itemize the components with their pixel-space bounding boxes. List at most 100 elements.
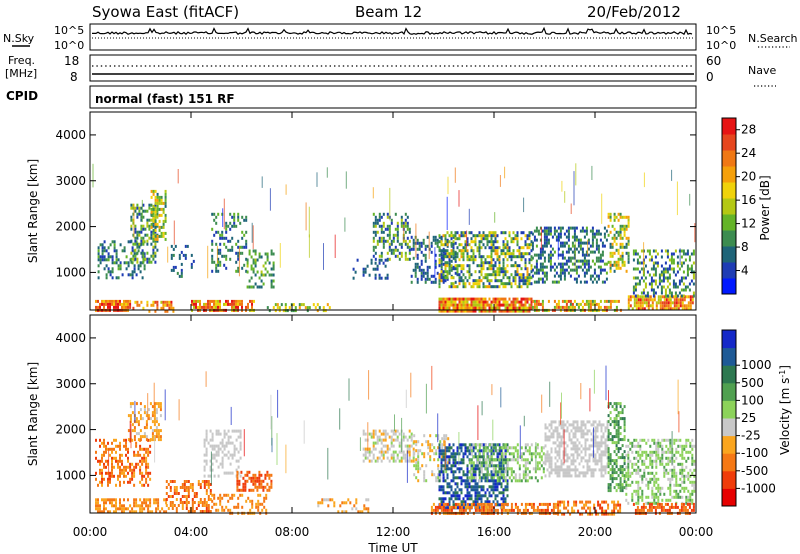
data-streak: [446, 196, 448, 230]
data-cell: [546, 502, 549, 506]
data-cell: [528, 306, 531, 310]
data-cell: [246, 470, 249, 474]
colorbar-swatch: [722, 230, 736, 247]
data-cell: [482, 237, 485, 241]
data-cell: [468, 452, 471, 456]
data-cell: [442, 455, 445, 459]
data-cell: [388, 435, 391, 439]
data-cell: [396, 221, 399, 225]
data-cell: [136, 206, 139, 210]
data-cell: [502, 309, 505, 313]
data-cell: [380, 254, 383, 258]
data-cell: [478, 473, 481, 477]
data-cell: [566, 465, 569, 469]
data-cell: [632, 258, 635, 262]
data-cell: [264, 273, 267, 277]
data-cell: [587, 302, 590, 306]
data-cell: [490, 243, 493, 247]
data-cell: [482, 502, 485, 506]
data-cell: [466, 449, 469, 453]
data-cell: [470, 285, 473, 289]
data-cell: [573, 232, 576, 236]
data-cell: [217, 302, 219, 306]
data-cell: [109, 243, 112, 247]
data-cell: [599, 268, 602, 272]
data-cell: [556, 471, 559, 475]
data-cell: [376, 441, 379, 445]
data-cell: [452, 285, 455, 289]
data-cell: [97, 264, 100, 268]
data-cell: [435, 479, 438, 483]
data-cell: [390, 438, 393, 442]
data-cell: [609, 305, 612, 309]
data-cell: [433, 446, 436, 450]
data-cell: [531, 274, 534, 278]
data-cell: [245, 305, 247, 309]
data-cell: [480, 255, 483, 259]
data-cell: [476, 497, 479, 501]
data-cell: [664, 270, 667, 274]
data-cell: [152, 212, 155, 216]
data-cell: [472, 464, 475, 468]
data-cell: [597, 302, 600, 306]
data-cell: [243, 263, 246, 267]
data-cell: [524, 476, 527, 480]
data-cell: [555, 238, 558, 242]
data-cell: [468, 508, 471, 512]
data-cell: [203, 504, 206, 507]
data-cell: [558, 471, 561, 475]
data-cell: [111, 447, 113, 451]
data-cell: [138, 230, 141, 234]
data-cell: [209, 489, 212, 492]
data-cell: [599, 238, 602, 242]
data-cell: [378, 261, 381, 265]
data-streak: [251, 222, 253, 243]
data-cell: [362, 429, 365, 433]
data-cell: [384, 450, 387, 454]
data-cell: [249, 299, 251, 303]
data-cell: [498, 267, 501, 271]
data-streak: [238, 247, 240, 277]
data-cell: [587, 238, 590, 242]
noise-left-label: N.Sky: [3, 32, 35, 45]
data-cell: [246, 261, 249, 265]
data-cell: [561, 268, 564, 272]
data-cell: [464, 452, 467, 456]
data-cell: [129, 462, 132, 466]
data-cell: [670, 255, 673, 259]
data-cell: [408, 257, 411, 261]
data-cell: [541, 229, 544, 233]
data-cell: [556, 426, 559, 430]
data-cell: [257, 493, 260, 497]
data-cell: [482, 473, 485, 477]
data-cell: [480, 449, 483, 453]
data-cell: [621, 236, 624, 240]
data-cell: [408, 251, 411, 255]
data-cell: [121, 305, 123, 309]
data-cell: [464, 231, 467, 235]
data-cell: [518, 306, 521, 310]
data-cell: [211, 257, 214, 261]
data-cell: [669, 301, 672, 305]
data-cell: [536, 446, 539, 450]
data-cell: [136, 230, 139, 234]
data-cell: [540, 508, 543, 512]
data-cell: [568, 474, 571, 478]
data-cell: [412, 256, 415, 260]
data-cell: [462, 479, 465, 483]
data-cell: [488, 461, 491, 465]
data-cell: [581, 268, 584, 272]
data-cell: [410, 435, 413, 439]
data-cell: [101, 477, 103, 481]
data-cell: [566, 429, 569, 433]
data-cell: [130, 206, 133, 210]
data-cell: [466, 464, 469, 468]
data-cell: [147, 462, 150, 466]
data-cell: [177, 504, 180, 507]
data-cell: [542, 502, 545, 506]
data-cell: [382, 242, 385, 246]
data-cell: [138, 242, 141, 246]
data-cell: [533, 265, 536, 269]
data-cell: [219, 432, 222, 436]
data-cell: [160, 300, 163, 304]
